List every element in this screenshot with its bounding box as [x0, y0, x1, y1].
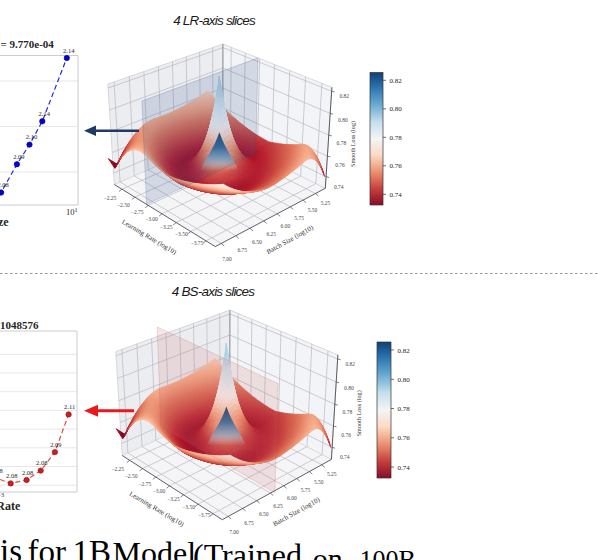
svg-text:−3.00: −3.00 — [153, 488, 166, 494]
svg-text:0.74: 0.74 — [398, 464, 411, 472]
svg-text:0.80: 0.80 — [344, 385, 354, 391]
svg-text:6.25: 6.25 — [273, 503, 283, 509]
svg-text:6.75: 6.75 — [244, 520, 254, 526]
svg-text:0.80: 0.80 — [338, 117, 348, 123]
svg-text:2.10: 2.10 — [26, 133, 37, 140]
svg-text:5.75: 5.75 — [301, 487, 311, 493]
svg-text:2.09: 2.09 — [13, 153, 24, 160]
svg-text:2.08: 2.08 — [0, 181, 9, 188]
svg-text:7.00: 7.00 — [229, 529, 239, 535]
svg-text:Batch Size: Batch Size — [0, 215, 9, 229]
svg-text:6.25: 6.25 — [266, 231, 276, 237]
svg-text:2.14: 2.14 — [63, 47, 75, 54]
svg-text:5.25: 5.25 — [321, 200, 331, 206]
svg-text:5.75: 5.75 — [294, 215, 304, 221]
svg-text:−2.25: −2.25 — [104, 195, 117, 201]
svg-text:−2.50: −2.50 — [117, 202, 130, 208]
svg-text:100B: 100B — [360, 545, 416, 560]
svg-text:−3.00: −3.00 — [145, 216, 158, 222]
svg-text:6.50: 6.50 — [252, 239, 262, 245]
svg-text:0.82: 0.82 — [339, 93, 349, 99]
svg-text:7.00: 7.00 — [222, 256, 232, 262]
svg-text:−2.75: −2.75 — [138, 481, 151, 487]
svg-text:2.11: 2.11 — [64, 403, 75, 410]
svg-text:0.76: 0.76 — [398, 434, 411, 442]
svg-text:5.25: 5.25 — [327, 471, 337, 477]
svg-text:−3.25: −3.25 — [167, 496, 180, 502]
svg-text:0.82: 0.82 — [390, 77, 403, 85]
svg-text:0.74: 0.74 — [334, 184, 344, 190]
svg-text:5.50: 5.50 — [308, 207, 318, 213]
svg-text:−3.25: −3.25 — [160, 224, 173, 230]
svg-text:6.75: 6.75 — [237, 247, 247, 253]
svg-text:on: on — [313, 542, 343, 560]
svg-text:6.00: 6.00 — [281, 223, 291, 229]
svg-text:2.09: 2.09 — [50, 441, 61, 448]
svg-text:0.76: 0.76 — [341, 432, 351, 438]
svg-text:−2.50: −2.50 — [125, 473, 138, 479]
svg-text:2.14: 2.14 — [39, 110, 51, 117]
svg-text:0.78: 0.78 — [390, 134, 403, 142]
svg-text:0.78: 0.78 — [343, 409, 353, 415]
svg-text:Model: Model — [113, 535, 197, 560]
svg-text:0.82: 0.82 — [345, 361, 355, 367]
svg-text:is: is — [0, 533, 22, 560]
svg-text:2.08: 2.08 — [6, 472, 17, 479]
svg-text:Smooth Loss (log): Smooth Loss (log) — [355, 390, 363, 436]
svg-text:Learning Rate: Learning Rate — [0, 499, 21, 513]
svg-text:0.78: 0.78 — [398, 405, 411, 413]
svg-text:for: for — [28, 534, 66, 560]
svg-text:4 BS-axis slices: 4 BS-axis slices — [172, 284, 256, 299]
svg-text:5.50: 5.50 — [314, 479, 324, 485]
svg-text:−3.75: −3.75 — [191, 240, 204, 246]
svg-text:6.00: 6.00 — [287, 495, 297, 501]
svg-text:2.08: 2.08 — [22, 469, 33, 476]
svg-text:= 9.770e-04: = 9.770e-04 — [1, 38, 55, 50]
svg-text:(Trained: (Trained — [193, 537, 302, 560]
svg-text:0.82: 0.82 — [398, 347, 411, 355]
svg-text:0.76: 0.76 — [390, 162, 403, 170]
svg-text:0.78: 0.78 — [337, 140, 347, 146]
svg-text:0.74: 0.74 — [390, 191, 403, 199]
svg-text:2.08: 2.08 — [0, 467, 3, 474]
svg-text:0.80: 0.80 — [398, 376, 411, 384]
svg-text:0.80: 0.80 — [390, 105, 403, 113]
svg-text:1B: 1B — [73, 534, 112, 560]
svg-text:6.50: 6.50 — [259, 511, 269, 517]
svg-text:−3.50: −3.50 — [175, 231, 188, 237]
svg-text:0.76: 0.76 — [335, 162, 345, 168]
svg-text:Smooth Loss (log): Smooth Loss (log) — [349, 121, 357, 167]
svg-text:2.08: 2.08 — [36, 459, 47, 466]
svg-text:0.74: 0.74 — [340, 454, 350, 460]
svg-text:−3.75: −3.75 — [198, 512, 211, 518]
svg-text:= 1048576: = 1048576 — [0, 319, 39, 331]
svg-text:4 LR-axis slices: 4 LR-axis slices — [173, 13, 256, 28]
svg-text:−2.75: −2.75 — [131, 209, 144, 215]
svg-text:−2.25: −2.25 — [111, 466, 124, 472]
svg-text:−3.50: −3.50 — [182, 504, 195, 510]
